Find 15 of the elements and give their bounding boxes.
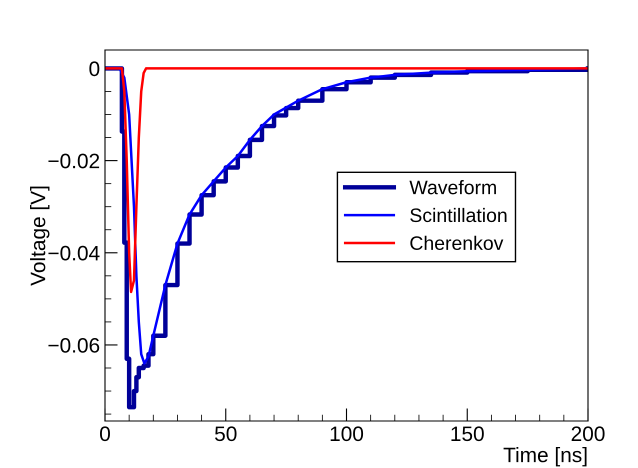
x-tick-label: 150 (451, 426, 484, 442)
x-tick-label: 0 (100, 426, 110, 442)
y-tick-label: −0.02 (48, 154, 100, 168)
legend-label: Cherenkov (410, 236, 504, 250)
y-axis-title: Voltage [V] (30, 186, 50, 286)
line-series (105, 67, 588, 294)
x-tick-label: 50 (215, 426, 237, 442)
y-tick-label: 0 (89, 61, 100, 76)
y-tick-label: −0.06 (48, 338, 100, 353)
x-tick-label: 100 (330, 426, 364, 442)
legend-label: Scintillation (410, 208, 506, 222)
y-tick-label: −0.04 (48, 246, 100, 261)
x-tick-label: 200 (572, 426, 605, 442)
x-axis-title: Time [ns] (504, 446, 587, 466)
legend-label: Waveform (409, 180, 496, 194)
